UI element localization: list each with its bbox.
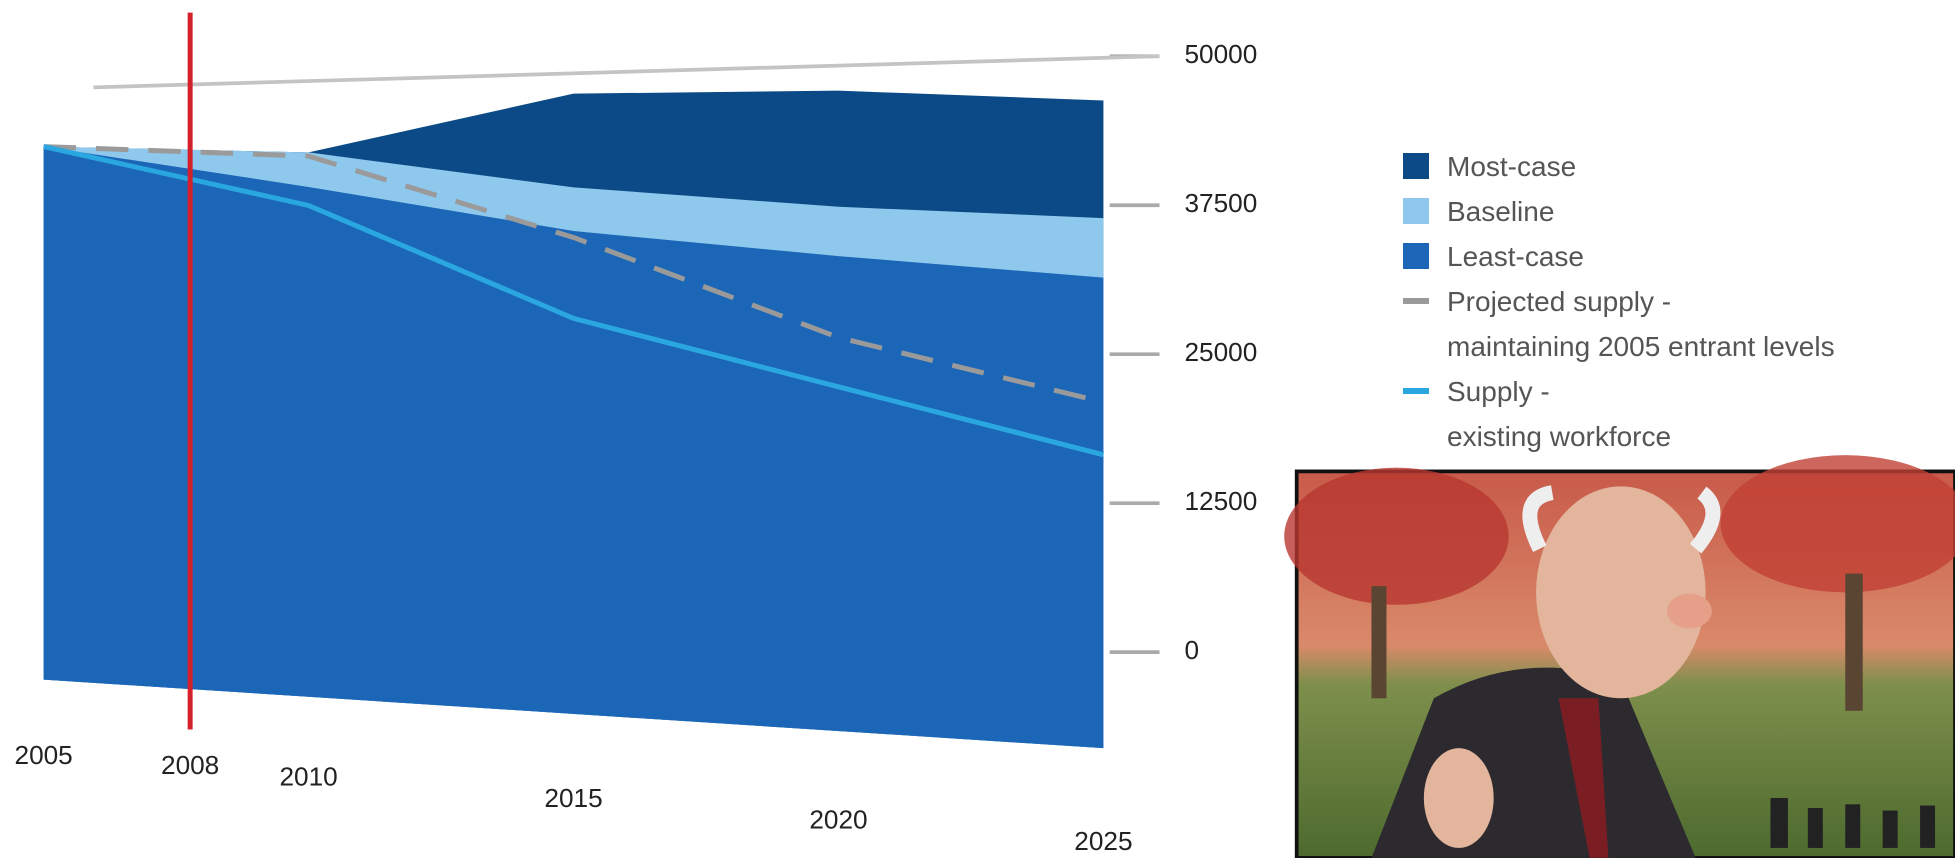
legend-item: Projected supply - maintaining 2005 entr… (1395, 279, 1835, 369)
legend-item: Baseline (1395, 189, 1835, 234)
legend-swatch (1403, 198, 1429, 224)
dashed-line (43, 144, 1105, 405)
x-tick-label: 2025 (1074, 826, 1132, 856)
legend-label: Baseline (1447, 196, 1555, 227)
x-tick-label: 2005 (15, 740, 73, 770)
grid-line (93, 54, 1160, 90)
y-tick-label: 12500 (1184, 486, 1257, 516)
x-tick-label: 2020 (809, 804, 867, 834)
marker-label: 2008 (161, 750, 219, 780)
area (43, 146, 1104, 749)
legend-label: Least-case (1447, 241, 1584, 272)
y-tick-label: 37500 (1184, 188, 1257, 218)
legend-label: Supply - existing workforce (1447, 376, 1672, 452)
y-tick-label: 50000 (1184, 39, 1257, 69)
legend-swatch (1403, 298, 1429, 304)
line (43, 144, 1105, 458)
x-tick-label: 2010 (279, 761, 337, 791)
x-tick-label: 2015 (544, 783, 602, 813)
legend-label: Projected supply - maintaining 2005 entr… (1447, 286, 1835, 362)
legend-label: Most-case (1447, 151, 1577, 182)
legend-swatch (1403, 243, 1429, 269)
legend: Most-case Baseline Least-case Projected sup… (1395, 144, 1835, 459)
legend-item: Most-case (1395, 144, 1835, 189)
legend-item: Least-case (1395, 234, 1835, 279)
y-tick-label: 0 (1184, 635, 1199, 665)
legend-swatch (1403, 388, 1429, 394)
y-tick-label: 25000 (1184, 337, 1257, 367)
video-still (1284, 455, 1955, 858)
legend-swatch (1403, 153, 1429, 179)
legend-item: Supply - existing workforce (1395, 369, 1835, 459)
